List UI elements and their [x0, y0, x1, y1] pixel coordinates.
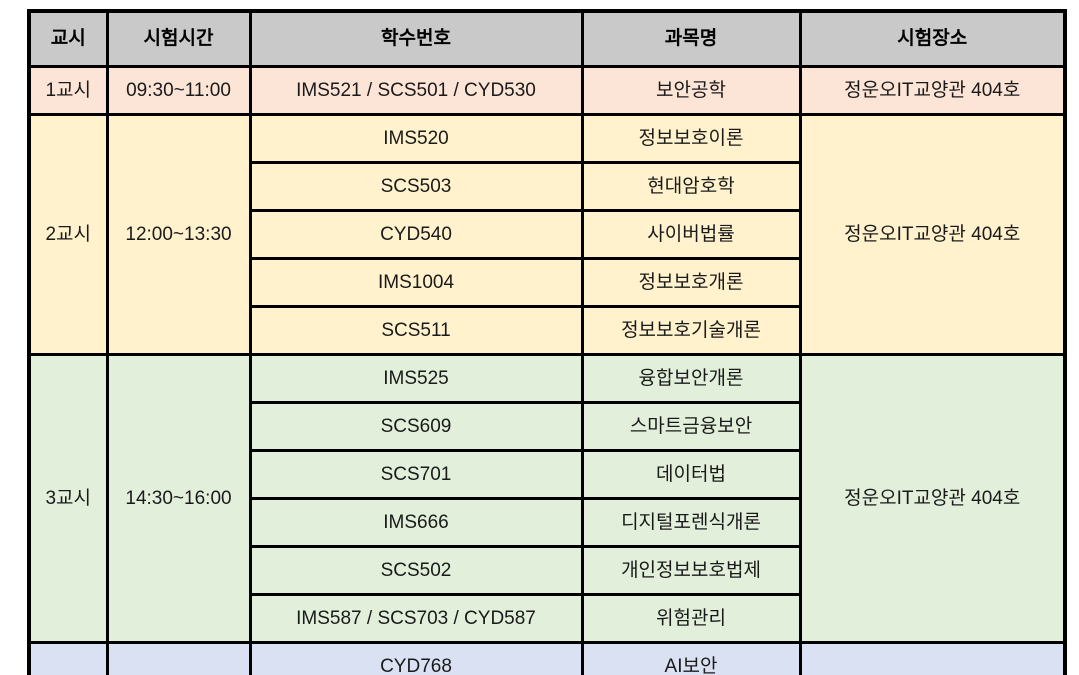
course-code-cell: IMS525 [248, 353, 584, 404]
schedule-row: 3교시 14:30~16:00 IMS525 융합보안개론 정운오IT교양관 404호 [27, 353, 1067, 644]
schedule-row: CYD540 사이버법률 [29, 209, 1065, 260]
exam-time-cell: 14:30~16:00 [105, 353, 252, 644]
exam-time-cell: 12:00~13:30 [105, 113, 252, 356]
course-code-cell: SCS503 [248, 161, 584, 212]
course-name-cell: 정보보호이론 [580, 113, 802, 164]
course-code-cell: SCS502 [248, 545, 584, 596]
course-name-cell: AI보안 [580, 641, 802, 675]
course-code-cell: IMS520 [248, 113, 584, 164]
course-name-cell: 보안공학 [580, 65, 802, 116]
course-code-cell: IMS587 / SCS703 / CYD587 [248, 593, 584, 644]
exam-time-cell: 09:30~11:00 [105, 65, 252, 116]
course-code-cell: IMS1004 [248, 257, 584, 308]
header-row: 교시 시험시간 학수번호 과목명 시험장소 [27, 9, 1067, 68]
exam-location-cell: 정운오IT교양관 404호 [798, 353, 1067, 644]
course-name-cell: 현대암호학 [580, 161, 802, 212]
course-name-cell: 디지털포렌식개론 [580, 497, 802, 548]
schedule-row: SCS701 데이터법 [29, 449, 1065, 500]
course-name-cell: 스마트금융보안 [580, 401, 802, 452]
course-name-cell: 정보보호개론 [580, 257, 802, 308]
column-header-course-name: 과목명 [580, 9, 802, 68]
period-cell: 3교시 [27, 353, 109, 644]
exam-time-cell: 16:30~18:00 [105, 641, 252, 675]
exam-location-cell: 정운오IT교양관 404호 [798, 113, 1067, 356]
course-code-cell: SCS609 [248, 401, 584, 452]
course-code-cell: SCS701 [248, 449, 584, 500]
column-header-course-code: 학수번호 [248, 9, 584, 68]
schedule-row: SCS503 현대암호학 [29, 161, 1065, 212]
schedule-row: IMS587 / SCS703 / CYD587 위험관리 [29, 593, 1065, 644]
period-cell: 1교시 [27, 65, 109, 116]
schedule-row: SCS502 개인정보보호법제 [29, 545, 1065, 596]
schedule-row: IMS1004 정보보호개론 [29, 257, 1065, 308]
exam-location-cell: 정운오IT교양관 404호 [798, 641, 1067, 675]
exam-schedule-table: 교시 시험시간 학수번호 과목명 시험장소 1교시 09:30~11:00 IMS521 /… [27, 9, 1067, 675]
schedule-row: 1교시 09:30~11:00 IMS521 / SCS501 / CYD530 보안… [27, 65, 1067, 116]
course-name-cell: 데이터법 [580, 449, 802, 500]
schedule-row: SCS609 스마트금융보안 [29, 401, 1065, 452]
exam-location-cell: 정운오IT교양관 404호 [798, 65, 1067, 116]
column-header-period: 교시 [27, 9, 109, 68]
course-name-cell: 융합보안개론 [580, 353, 802, 404]
column-header-time: 시험시간 [105, 9, 252, 68]
schedule-row: 4교시16:30~18:00CYD768AI보안정운오IT교양관 404호 [27, 641, 1067, 675]
period-cell: 2교시 [27, 113, 109, 356]
course-name-cell: 사이버법률 [580, 209, 802, 260]
schedule-row: SCS511 정보보호기술개론 [29, 305, 1065, 356]
course-code-cell: CYD540 [248, 209, 584, 260]
column-header-location: 시험장소 [798, 9, 1067, 68]
course-name-cell: 정보보호기술개론 [580, 305, 802, 356]
course-code-cell: CYD768 [248, 641, 584, 675]
period-cell: 4교시 [27, 641, 109, 675]
course-name-cell: 위험관리 [580, 593, 802, 644]
schedule-row: IMS666 디지털포렌식개론 [29, 497, 1065, 548]
course-code-cell: IMS666 [248, 497, 584, 548]
course-code-cell: IMS521 / SCS501 / CYD530 [248, 65, 584, 116]
course-code-cell: SCS511 [248, 305, 584, 356]
schedule-row: 2교시 12:00~13:30 IMS520 정보보호이론 정운오IT교양관 404호 [27, 113, 1067, 356]
course-name-cell: 개인정보보호법제 [580, 545, 802, 596]
